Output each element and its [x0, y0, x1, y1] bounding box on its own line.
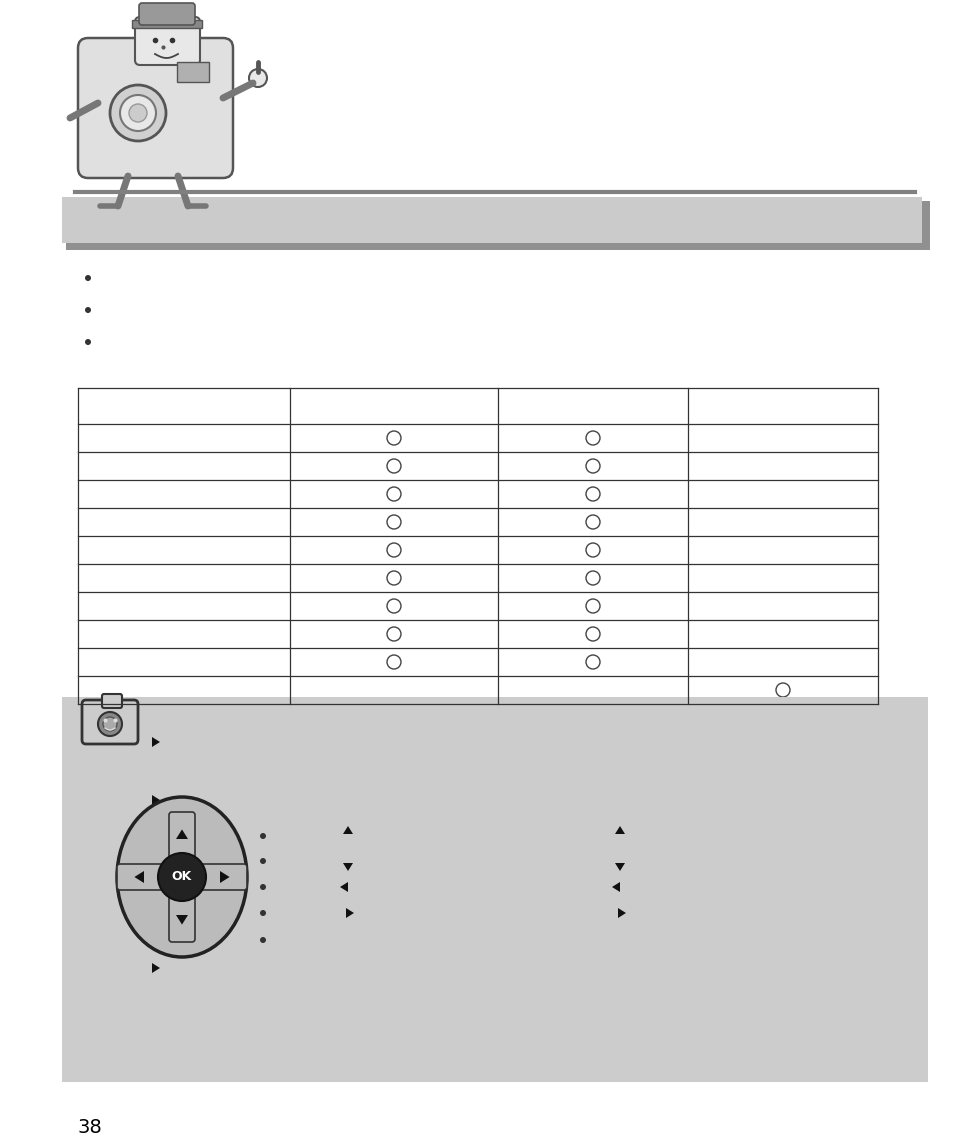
Polygon shape: [152, 963, 160, 973]
Circle shape: [260, 834, 266, 839]
FancyBboxPatch shape: [189, 864, 247, 890]
FancyBboxPatch shape: [82, 700, 138, 744]
FancyBboxPatch shape: [169, 812, 194, 870]
Polygon shape: [343, 863, 353, 871]
Circle shape: [260, 937, 266, 943]
Polygon shape: [618, 908, 625, 918]
Circle shape: [387, 543, 400, 556]
Circle shape: [85, 307, 91, 313]
Polygon shape: [612, 882, 619, 892]
Polygon shape: [152, 737, 160, 747]
Circle shape: [249, 69, 267, 87]
Circle shape: [387, 571, 400, 585]
FancyBboxPatch shape: [78, 38, 233, 177]
Circle shape: [120, 95, 156, 131]
Bar: [62, 197, 921, 243]
Polygon shape: [339, 882, 348, 892]
Circle shape: [585, 627, 599, 641]
Polygon shape: [175, 829, 188, 839]
Circle shape: [260, 858, 266, 864]
Circle shape: [387, 655, 400, 669]
FancyBboxPatch shape: [139, 3, 194, 25]
FancyBboxPatch shape: [102, 694, 122, 708]
Polygon shape: [615, 826, 624, 834]
Bar: [132, 19, 202, 27]
Polygon shape: [134, 871, 144, 883]
Circle shape: [98, 712, 122, 736]
Circle shape: [585, 487, 599, 502]
FancyBboxPatch shape: [169, 884, 194, 942]
Polygon shape: [615, 863, 624, 871]
Circle shape: [158, 853, 206, 901]
Text: OK: OK: [172, 870, 192, 884]
Bar: [921, 202, 929, 250]
Circle shape: [387, 515, 400, 529]
Bar: [62, 697, 927, 1082]
FancyBboxPatch shape: [177, 62, 209, 82]
FancyBboxPatch shape: [135, 17, 200, 65]
Text: 38: 38: [78, 1118, 103, 1137]
Circle shape: [260, 884, 266, 890]
Circle shape: [110, 85, 166, 141]
Circle shape: [387, 431, 400, 445]
Circle shape: [585, 599, 599, 613]
Circle shape: [387, 487, 400, 502]
Ellipse shape: [117, 797, 247, 957]
Circle shape: [387, 627, 400, 641]
Circle shape: [129, 104, 147, 123]
Circle shape: [103, 717, 117, 731]
Circle shape: [775, 684, 789, 697]
Circle shape: [85, 275, 91, 281]
Polygon shape: [220, 871, 230, 883]
Polygon shape: [152, 795, 160, 805]
Bar: [66, 243, 925, 250]
Circle shape: [387, 599, 400, 613]
Circle shape: [387, 459, 400, 473]
Circle shape: [585, 515, 599, 529]
Circle shape: [585, 571, 599, 585]
Circle shape: [585, 431, 599, 445]
Circle shape: [585, 543, 599, 556]
Polygon shape: [343, 826, 353, 834]
Circle shape: [585, 459, 599, 473]
FancyBboxPatch shape: [117, 864, 174, 890]
Circle shape: [585, 655, 599, 669]
Circle shape: [260, 910, 266, 916]
Polygon shape: [346, 908, 354, 918]
Polygon shape: [175, 915, 188, 925]
Circle shape: [85, 339, 91, 345]
